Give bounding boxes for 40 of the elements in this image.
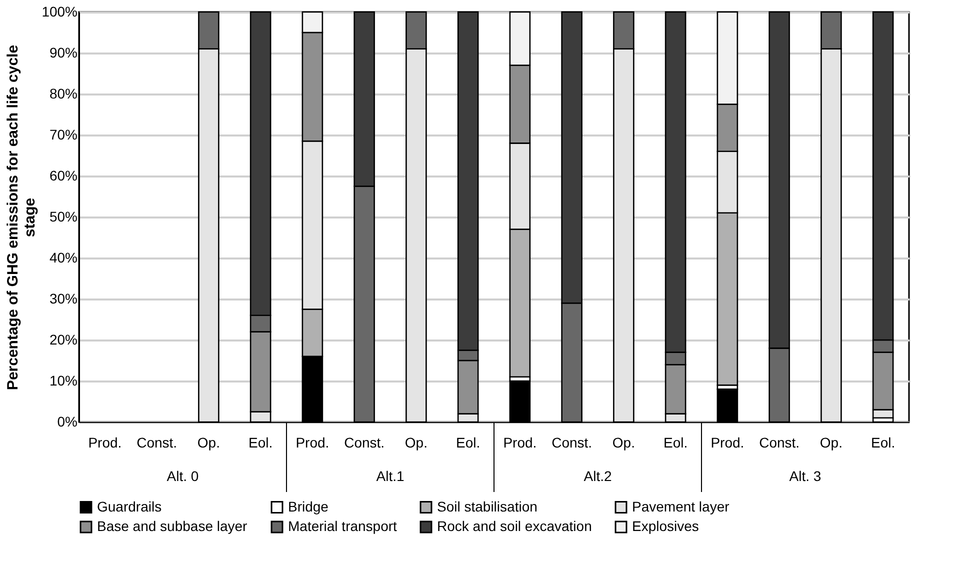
legend-label: Base and subbase layer <box>97 518 248 534</box>
legend-label: Bridge <box>288 498 329 514</box>
y-tick-label: 70% <box>49 126 78 142</box>
x-tick-label: Op. <box>404 434 428 450</box>
x-tick-label: Const. <box>552 434 592 450</box>
text: Alt. 3 <box>789 468 822 484</box>
x-tick-label: Const. <box>344 434 385 450</box>
y-tick-label: 80% <box>49 86 78 102</box>
y-tick-label: 30% <box>49 290 78 306</box>
x-tick-label: Prod. <box>710 434 744 450</box>
x-tick-label: Const. <box>759 434 800 450</box>
y-tick-label: 100% <box>42 4 78 20</box>
x-tick-label: Prod. <box>503 434 537 450</box>
x-tick-label: Prod. <box>88 434 122 450</box>
x-tick-label: Op. <box>820 434 842 450</box>
y-tick-label: 50% <box>49 208 78 224</box>
x-tick-label: Eol. <box>871 434 896 450</box>
y-tick-label: 10% <box>49 372 78 388</box>
x-tick-label: Prod. <box>296 434 330 450</box>
x-tick-label: Eol. <box>248 434 273 450</box>
text: Alt.1 <box>376 468 404 484</box>
y-tick-label: 60% <box>49 168 78 184</box>
y-axis-title: Percentage of GHG emissions for each life cycle stage <box>4 44 39 390</box>
x-tick-label: Op. <box>612 434 635 450</box>
text: Alt. 0 <box>166 468 199 484</box>
legend-label: Guardrails <box>97 498 162 514</box>
y-tick-label: 90% <box>49 44 78 60</box>
legend-label: Explosives <box>632 518 699 534</box>
legend-label: Soil stabilisation <box>437 498 538 514</box>
legend-label: Pavement layer <box>632 498 730 514</box>
legend-label: Rock and soil excavation <box>437 518 592 534</box>
x-tick-label: Eol. <box>456 434 480 450</box>
x-tick-label: Const. <box>136 434 178 450</box>
y-tick-label: 0% <box>57 414 78 430</box>
x-tick-label: Eol. <box>664 434 688 450</box>
y-tick-label: 20% <box>49 332 78 348</box>
x-tick-label: Op. <box>197 434 220 450</box>
y-tick-label: 40% <box>49 250 78 266</box>
text: Alt.2 <box>584 468 612 484</box>
legend-label: Material transport <box>288 518 398 534</box>
